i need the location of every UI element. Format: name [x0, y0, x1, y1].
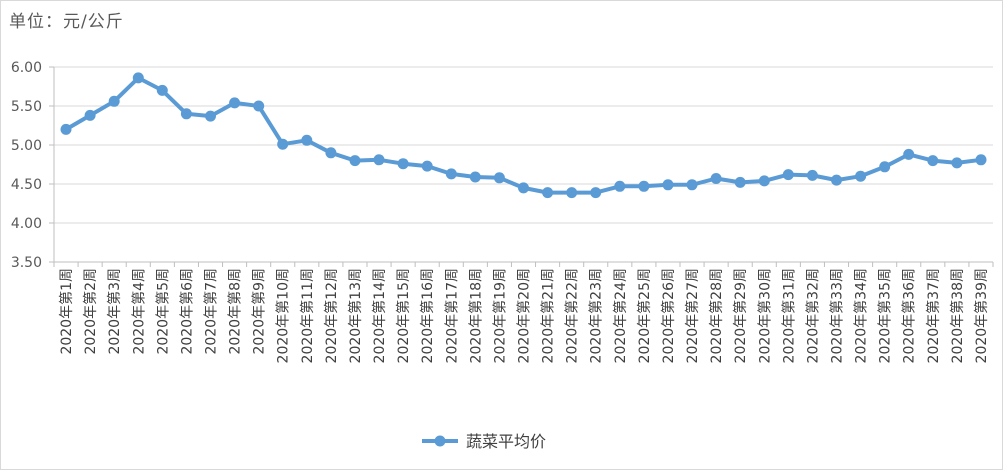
data-point — [927, 155, 939, 167]
data-point — [710, 173, 722, 184]
x-tick-label: 2020年第4周 — [130, 268, 147, 355]
x-tick-label: 2020年第9周 — [251, 268, 268, 355]
y-tick-label: 4.00 — [11, 216, 42, 232]
data-point — [253, 100, 265, 112]
data-point — [229, 97, 241, 109]
y-tick-label: 5.50 — [11, 99, 42, 115]
x-tick-label: 2020年第32周 — [804, 268, 821, 363]
data-point — [542, 187, 554, 199]
x-tick-label: 2020年第7周 — [203, 268, 220, 355]
data-point — [397, 158, 409, 170]
data-point — [903, 148, 915, 160]
data-point — [590, 187, 602, 199]
y-tick-label: 5.00 — [11, 138, 42, 154]
data-point — [638, 180, 650, 192]
x-tick-label: 2020年第35周 — [877, 268, 894, 363]
data-point — [132, 72, 144, 84]
x-tick-label: 2020年第29周 — [732, 268, 749, 363]
x-tick-label: 2020年第11周 — [299, 268, 316, 363]
data-point — [421, 160, 433, 172]
legend-marker — [434, 435, 446, 447]
x-tick-label: 2020年第31周 — [780, 268, 797, 363]
data-point — [566, 187, 578, 199]
x-tick-label: 2020年第16周 — [419, 268, 436, 363]
y-tick-label: 6.00 — [11, 60, 42, 76]
x-tick-label: 2020年第15周 — [395, 268, 412, 363]
gridlines — [54, 66, 993, 263]
data-point — [806, 169, 818, 181]
x-tick-label: 2020年第25周 — [636, 268, 653, 363]
x-tick-label: 2020年第23周 — [588, 268, 605, 363]
x-tick-label: 2020年第36周 — [901, 268, 918, 363]
data-point — [879, 161, 891, 173]
data-point — [180, 108, 192, 120]
data-point — [518, 182, 529, 194]
x-tick-label: 2020年第26周 — [660, 268, 677, 363]
y-axis-ticks: 6.00 5.50 5.00 4.50 4.00 3.50 — [11, 60, 42, 271]
data-point — [686, 179, 698, 191]
data-point — [156, 84, 168, 96]
x-tick-label: 2020年第20周 — [516, 268, 533, 363]
data-point — [782, 169, 794, 181]
data-point — [277, 138, 289, 150]
data-point — [469, 171, 481, 183]
unit-label: 单位：元/公斤 — [9, 12, 124, 32]
x-tick-label: 2020年第17周 — [443, 268, 460, 363]
data-point — [108, 95, 120, 107]
series-line — [64, 75, 983, 195]
x-tick-label: 2020年第13周 — [347, 268, 364, 363]
data-point — [734, 176, 746, 188]
y-tick-label: 3.50 — [11, 255, 42, 271]
x-tick-label: 2020年第12周 — [323, 268, 340, 363]
data-point — [951, 157, 963, 169]
x-tick-label: 2020年第27周 — [684, 268, 701, 363]
data-point — [662, 179, 674, 191]
data-point — [493, 172, 505, 184]
y-tick-label: 4.50 — [11, 177, 42, 193]
data-point — [758, 175, 770, 187]
x-tick-label: 2020年第2周 — [82, 268, 99, 355]
x-tick-label: 2020年第21周 — [540, 268, 557, 363]
legend-label: 蔬菜平均价 — [466, 432, 546, 451]
x-tick-label: 2020年第28周 — [708, 268, 725, 363]
x-tick-label: 2020年第14周 — [371, 268, 388, 363]
x-tick-label: 2020年第18周 — [467, 268, 484, 363]
data-point — [349, 155, 361, 167]
x-axis-ticks: 2020年第1周 2020年第2周 2020年第3周 2020年第4周 2020年第5周… — [58, 268, 990, 363]
x-tick-label: 2020年第37周 — [925, 268, 942, 363]
data-point — [975, 154, 987, 166]
x-tick-label: 2020年第5周 — [154, 268, 171, 355]
x-tick-label: 2020年第19周 — [491, 268, 508, 363]
data-point — [301, 134, 313, 146]
data-point — [60, 123, 72, 135]
x-tick-label: 2020年第22周 — [564, 268, 581, 363]
x-tick-label: 2020年第34周 — [853, 268, 870, 363]
x-tick-label: 2020年第10周 — [275, 268, 292, 363]
series-layer — [60, 72, 987, 199]
data-point — [614, 180, 626, 192]
data-point — [373, 154, 385, 166]
x-tick-label: 2020年第38周 — [949, 268, 966, 363]
x-tick-label: 2020年第8周 — [227, 268, 244, 355]
x-tick-label: 2020年第39周 — [973, 268, 990, 363]
x-tick-label: 2020年第24周 — [612, 268, 629, 363]
data-point — [205, 110, 216, 122]
x-tick-label: 2020年第6周 — [178, 268, 195, 355]
data-point — [855, 170, 867, 182]
data-point — [831, 174, 842, 186]
data-point — [325, 147, 337, 159]
data-point — [84, 109, 96, 121]
x-tick-label: 2020年第30周 — [756, 268, 773, 363]
x-tick-label: 2020年第1周 — [58, 268, 75, 355]
data-point — [445, 168, 457, 180]
x-tick-label: 2020年第33周 — [829, 268, 846, 363]
legend: 蔬菜平均价 — [422, 432, 546, 451]
x-tick-label: 2020年第3周 — [106, 268, 123, 355]
axes — [49, 66, 994, 267]
